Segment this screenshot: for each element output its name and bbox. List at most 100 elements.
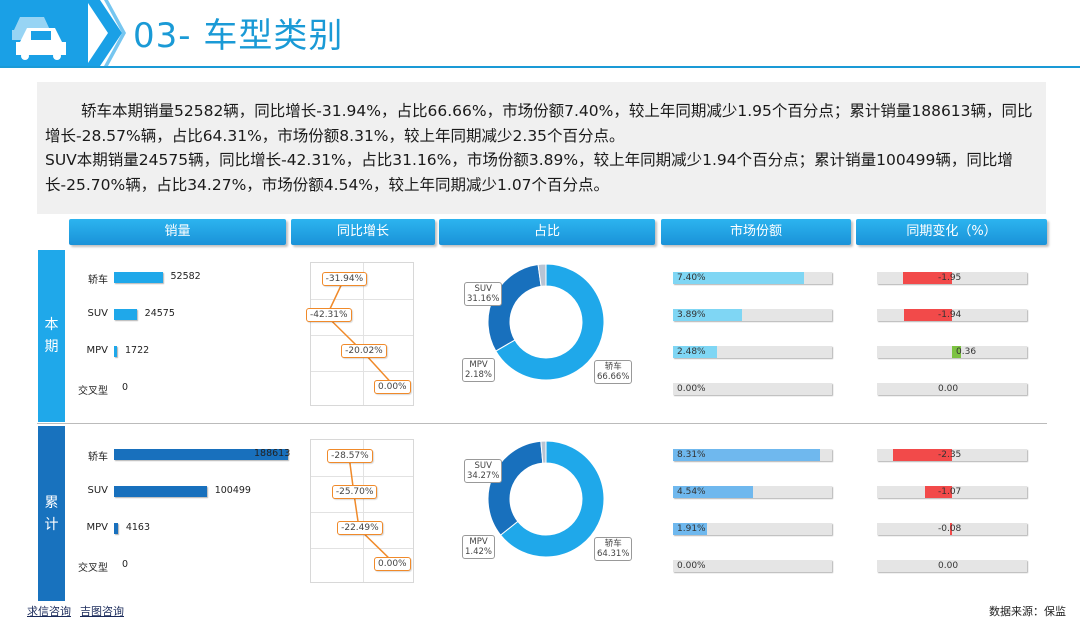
growth-value-label: -31.94% [321,272,368,286]
sales-value-label: 52582 [170,271,201,282]
header-logo-block [0,0,88,66]
donut-label: SUV 31.16% [464,282,503,306]
market-share-track: 1.91% [673,523,832,535]
yoy-change-fill-negative [950,523,952,535]
yoy-change-fill-negative [903,309,952,321]
gridline [311,476,413,477]
sales-category-label: MPV [86,345,109,356]
section-label-current-char2: 期 [44,339,59,355]
section-label-cumulative: 累计 [38,426,65,601]
market-share-fill [673,272,804,284]
market-share-track: 2.48% [673,346,832,358]
section-label-cumulative-char1: 累 [44,494,59,511]
growth-value-label: -28.57% [327,449,373,463]
col-header-yoy-growth: 同比增长 [291,219,435,245]
donut-slice [537,263,547,287]
gridline [311,548,413,549]
yoy-change-value-label: 0.36 [956,347,977,357]
yoy-change-value-label: 0.00 [938,384,959,394]
gridline [311,335,413,336]
market-share-value-label: 2.48% [677,347,706,357]
footer-link-qiuxin[interactable]: 求信咨询 [27,605,71,618]
donut-label-category: SUV [474,461,492,471]
col-header-sales: 销量 [69,219,286,245]
footer-link-jitu[interactable]: 吉图咨询 [80,605,124,618]
sales-value-label: 1722 [125,345,150,356]
donut-label-value: 34.27% [467,471,500,481]
donut-label-category: MPV [469,537,488,547]
yoy-change-value-label: 0.00 [938,561,959,571]
market-share-value-label: 4.54% [677,487,706,497]
yoy-change-value-label: -1.95 [938,273,962,283]
donut-label-category: MPV [469,360,488,370]
market-share-fill [673,449,820,461]
donut-label: MPV 2.18% [462,358,496,382]
market-share-track: 4.54% [673,486,832,498]
sales-bar [114,309,137,320]
sales-category-label: 轿车 [88,452,108,463]
sales-category-label: 轿车 [88,275,108,286]
donut-label: MPV 1.42% [462,535,496,559]
sales-bar [114,523,118,534]
donut-slice [540,440,547,464]
section-label-current: 本期 [38,250,65,422]
market-share-fill [673,486,754,498]
donut-label-category: 轿车 [604,362,622,372]
yoy-change-track: 0.00 [877,383,1027,395]
yoy-change-track: -0.08 [877,523,1027,535]
market-share-value-label: 1.91% [677,524,706,534]
sales-value-label: 4163 [125,522,151,533]
summary-sedan-text: 轿车本期销量52582辆，同比增长-31.94%，占比66.66%，市场份额7.… [45,102,1033,145]
sales-category-label: 交叉型 [78,386,108,397]
sales-value-label: 0 [122,559,129,570]
yoy-change-fill-negative [893,449,952,461]
sales-category-label: MPV [86,522,109,533]
donut-slice [495,263,605,381]
donut-slice [499,440,605,558]
yoy-change-track: -1.07 [877,486,1027,498]
market-share-value-label: 8.31% [677,450,706,460]
donut-label-value: 66.66% [597,372,630,382]
market-share-fill [673,346,717,358]
yoy-change-value-label: -2.35 [938,450,962,460]
col-header-share: 占比 [439,219,655,245]
donut-label-value: 1.42% [465,547,493,557]
yoy-change-track: -1.94 [877,309,1027,321]
cars-icon [12,17,66,60]
growth-value-label: -22.49% [337,521,383,535]
sales-category-label: SUV [87,308,108,319]
growth-value-label: -42.31% [306,308,352,322]
donut-label-value: 31.16% [467,294,500,304]
sales-value-label: 100499 [214,485,251,496]
market-share-track: 0.00% [673,383,832,395]
gridline [311,299,413,300]
yoy-change-track: 0.00 [877,560,1027,572]
donut-label-category: SUV [474,284,492,294]
yoy-change-fill-negative [925,486,952,498]
sales-value-label: 24575 [144,308,175,319]
growth-value-label: -25.70% [331,485,378,499]
yoy-change-fill-positive [952,346,961,358]
market-share-value-label: 7.40% [677,273,706,283]
data-source: 数据来源：保监 [989,605,1066,618]
sales-category-label: 交叉型 [78,563,108,574]
sales-bar [114,486,207,497]
sales-category-label: SUV [87,485,108,496]
market-share-fill [673,309,742,321]
yoy-change-track: -1.95 [877,272,1027,284]
market-share-fill [673,523,707,535]
growth-value-label: 0.00% [374,557,411,571]
sales-bar [114,272,163,283]
yoy-change-value-label: -1.94 [938,310,962,320]
gridline [311,371,413,372]
sales-bar [114,346,117,357]
chevron-right-icon [86,0,126,66]
donut-label: 轿车 66.66% [594,360,633,384]
donut-slice [487,263,542,352]
market-share-track: 7.40% [673,272,832,284]
sales-value-label: 188613 [254,448,291,459]
yoy-change-fill-negative [903,272,952,284]
market-share-value-label: 0.00% [677,561,706,571]
gridline [311,512,413,513]
market-share-track: 0.00% [673,560,832,572]
